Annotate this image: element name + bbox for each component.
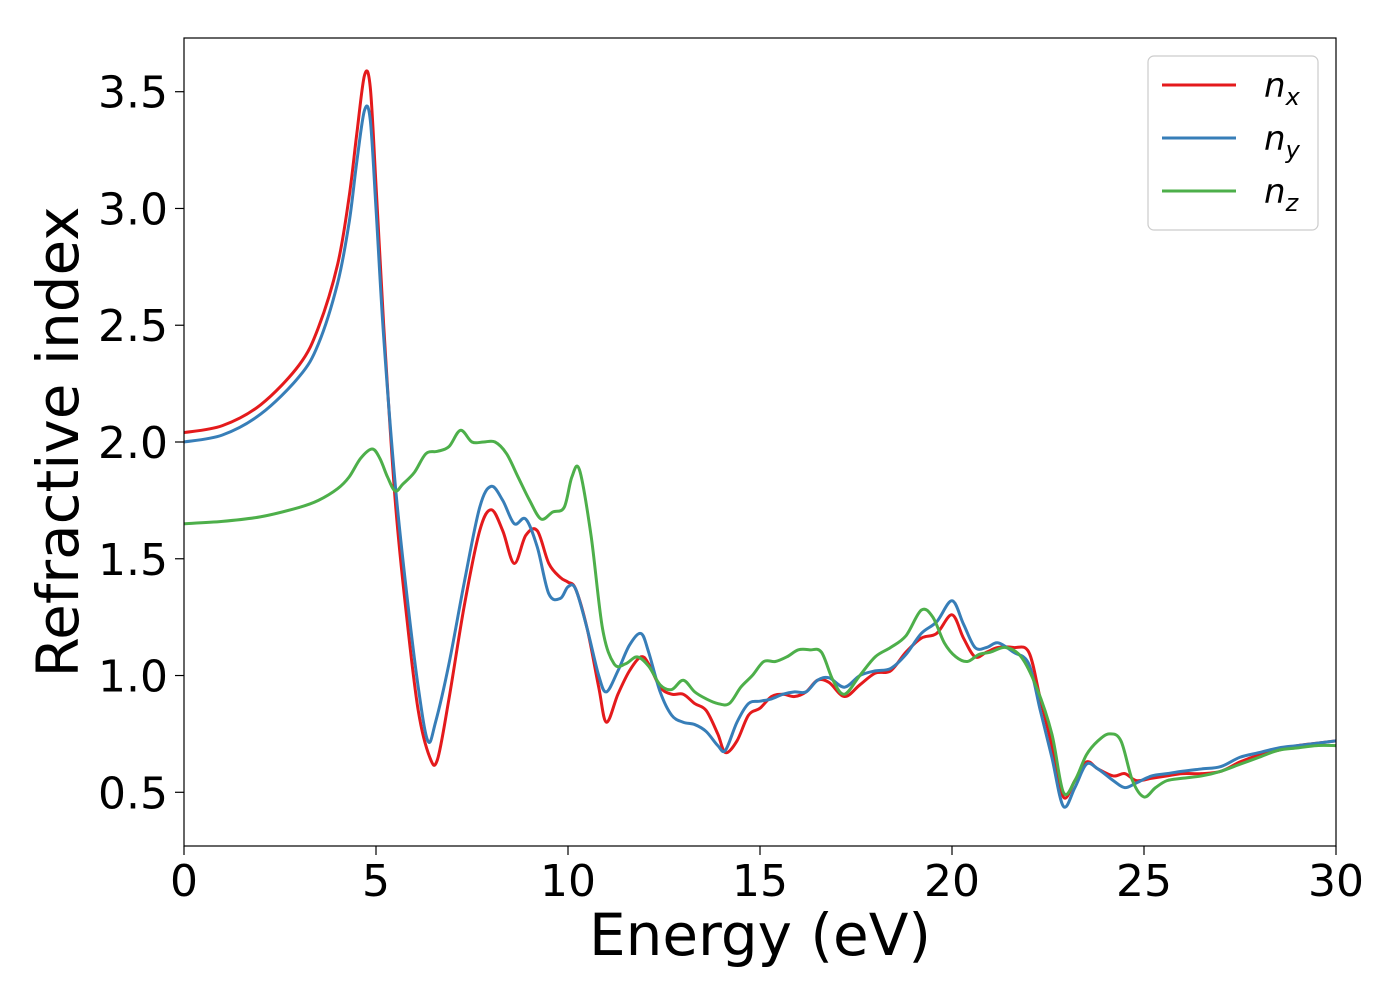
legend-label-x: nx (1264, 66, 1301, 111)
x-tick-label: 10 (540, 856, 596, 907)
legend-box (1147, 55, 1319, 231)
y-tick-label: 2.5 (98, 301, 168, 352)
y-tick-label: 3.5 (98, 68, 168, 119)
y-tick-label: 3.0 (98, 184, 168, 235)
x-tick-label: 5 (362, 856, 390, 907)
y-axis-title: Refractive index (24, 206, 92, 677)
legend: nx ny nz (1147, 55, 1319, 231)
y-tick-label: 1.0 (98, 652, 168, 703)
plot-curves (184, 69, 1336, 809)
x-tick-label: 30 (1308, 856, 1364, 907)
x-tick-label: 25 (1116, 856, 1172, 907)
series-line-y (184, 104, 1336, 809)
x-tick-label: 20 (924, 856, 980, 907)
legend-label-y: ny (1264, 119, 1301, 164)
y-tick-label: 0.5 (98, 768, 168, 819)
x-axis-ticks: 0 5 10 15 20 25 30 (170, 846, 1364, 907)
x-tick-label: 0 (170, 856, 198, 907)
series-line-z (184, 428, 1336, 799)
y-tick-label: 2.0 (98, 418, 168, 469)
x-tick-label: 15 (732, 856, 788, 907)
y-tick-label: 1.5 (98, 535, 168, 586)
x-axis-title: Energy (eV) (589, 901, 931, 969)
legend-label-z: nz (1264, 172, 1300, 217)
y-axis-ticks: 0.5 1.0 1.5 2.0 2.5 3.0 3.5 (98, 68, 184, 819)
